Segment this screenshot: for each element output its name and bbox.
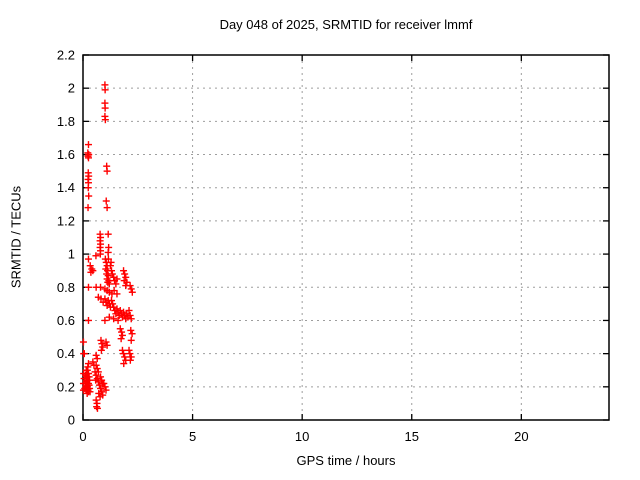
x-tick-label: 20 bbox=[514, 429, 528, 444]
y-tick-label: 0 bbox=[68, 413, 75, 428]
x-tick-label: 0 bbox=[79, 429, 86, 444]
scatter-points bbox=[79, 81, 136, 412]
y-tick-label: 1.4 bbox=[57, 180, 75, 195]
x-tick-label: 15 bbox=[405, 429, 419, 444]
y-tick-label: 0.6 bbox=[57, 313, 75, 328]
x-tick-label: 5 bbox=[189, 429, 196, 444]
y-tick-label: 1.6 bbox=[57, 147, 75, 162]
y-tick-label: 1 bbox=[68, 247, 75, 262]
x-tick-label: 10 bbox=[295, 429, 309, 444]
y-tick-label: 1.2 bbox=[57, 213, 75, 228]
y-tick-label: 2 bbox=[68, 81, 75, 96]
y-tick-label: 1.8 bbox=[57, 114, 75, 129]
y-tick-label: 0.4 bbox=[57, 346, 75, 361]
x-axis-label: GPS time / hours bbox=[296, 453, 396, 468]
y-tick-label: 2.2 bbox=[57, 48, 75, 63]
y-tick-label: 0.2 bbox=[57, 379, 75, 394]
y-tick-label: 0.8 bbox=[57, 280, 75, 295]
chart-title: Day 048 of 2025, SRMTID for receiver lmm… bbox=[219, 17, 473, 32]
